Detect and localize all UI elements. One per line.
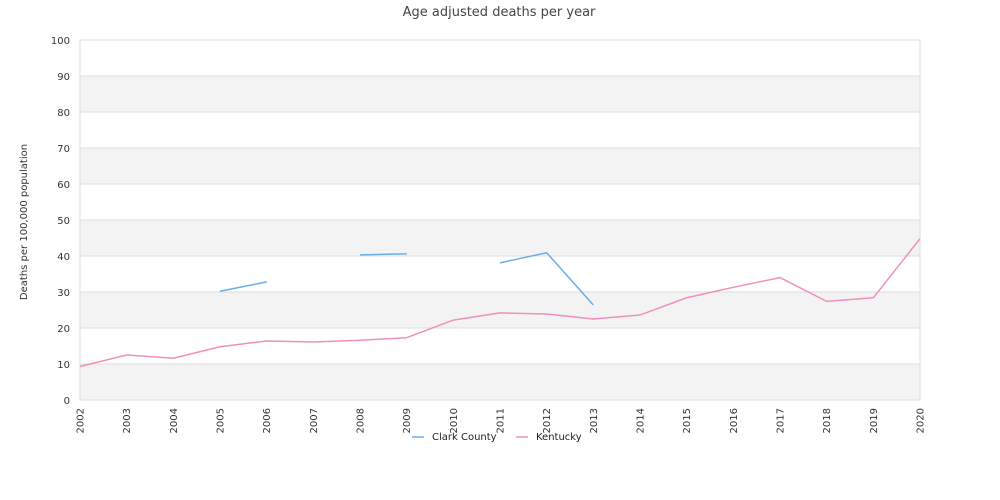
- y-tick-label: 70: [57, 144, 70, 155]
- x-tick-label: 2012: [542, 408, 553, 433]
- plot-frame: [79, 39, 921, 401]
- x-tick-label: 2013: [589, 408, 600, 433]
- x-tick-label: 2011: [496, 408, 507, 433]
- x-axis-ticks: 2002 2003 2004 2005 2006 2007 2008 2009 2010 2011…: [76, 408, 927, 433]
- legend-item-kentucky: Kentucky: [516, 432, 582, 443]
- y-tick-label: 80: [57, 108, 70, 119]
- x-tick-label: 2010: [449, 408, 460, 433]
- x-tick-label: 2017: [776, 408, 787, 433]
- x-tick-label: 2007: [309, 408, 320, 433]
- x-tick-label: 2015: [682, 408, 693, 433]
- legend: Clark County Kentucky: [412, 432, 582, 443]
- plot-background: [80, 40, 920, 400]
- x-tick-label: 2004: [169, 408, 180, 433]
- x-tick-label: 2006: [262, 408, 273, 433]
- series-line-clark-county: [359, 253, 407, 256]
- legend-label: Clark County: [432, 432, 497, 443]
- x-tick-label: 2019: [869, 408, 880, 433]
- x-tick-label: 2002: [76, 408, 87, 433]
- y-axis-label: Deaths per 100,000 population: [19, 144, 30, 300]
- y-axis-ticks: 0 10 20 30 40 50 60 70 80 90 100: [51, 36, 70, 407]
- y-tick-label: 30: [57, 288, 70, 299]
- legend-label: Kentucky: [536, 432, 582, 443]
- y-tick-label: 100: [51, 36, 70, 47]
- series-line-kentucky: [79, 238, 921, 368]
- grid-band: [80, 256, 920, 292]
- legend-item-clark-county: Clark County: [412, 432, 497, 443]
- grid-band: [80, 76, 920, 112]
- y-tick-label: 60: [57, 180, 70, 191]
- grid-band: [80, 292, 920, 328]
- x-tick-label: 2016: [729, 408, 740, 433]
- grid-band: [80, 112, 920, 148]
- grid-band: [80, 364, 920, 400]
- x-tick-label: 2020: [916, 408, 927, 433]
- y-tick-label: 10: [57, 360, 70, 371]
- x-tick-label: 2009: [402, 408, 413, 433]
- series-line-clark-county: [499, 252, 594, 306]
- grid: [79, 39, 921, 401]
- y-tick-label: 40: [57, 252, 70, 263]
- y-tick-label: 90: [57, 72, 70, 83]
- chart-title: Age adjusted deaths per year: [403, 5, 596, 20]
- x-tick-label: 2008: [356, 408, 367, 433]
- grid-band: [80, 148, 920, 184]
- x-tick-label: 2003: [122, 408, 133, 433]
- x-tick-label: 2018: [822, 408, 833, 433]
- x-tick-label: 2014: [636, 408, 647, 433]
- grid-band: [80, 184, 920, 220]
- grid-band: [80, 220, 920, 256]
- y-tick-label: 0: [64, 396, 70, 407]
- y-tick-label: 50: [57, 216, 70, 227]
- x-tick-label: 2005: [216, 408, 227, 433]
- series-lines: [79, 238, 921, 368]
- series-line-clark-county: [219, 281, 267, 293]
- y-tick-label: 20: [57, 324, 70, 335]
- grid-band: [80, 328, 920, 364]
- grid-band: [80, 40, 920, 76]
